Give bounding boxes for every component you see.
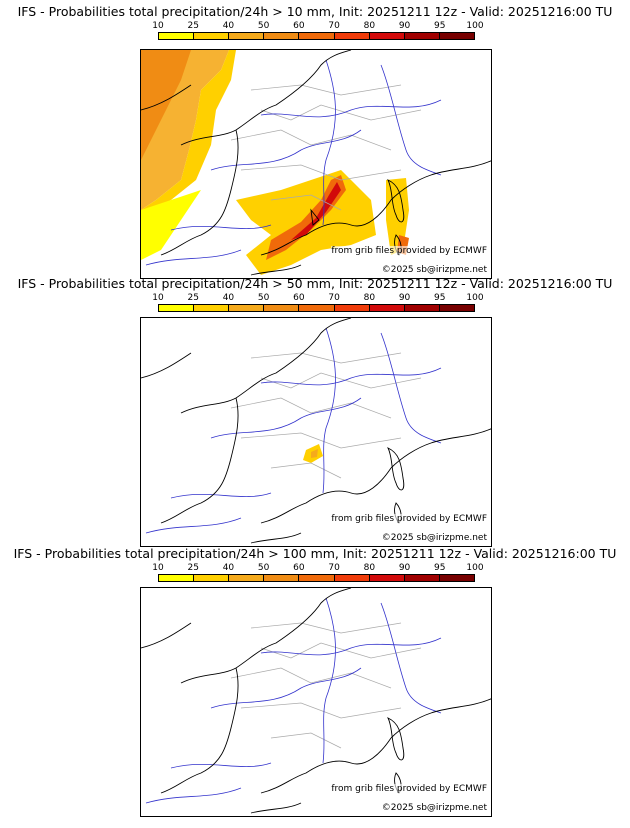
panel-50mm: IFS - Probabilities total precipitation/… <box>0 276 630 547</box>
colorbar-segment <box>404 305 440 311</box>
colorbar-tick-label: 40 <box>222 293 235 303</box>
rivers <box>145 597 442 804</box>
map-100mm: from grib files provided by ECMWF ©2025 … <box>140 587 492 817</box>
colorbar-tick-label: 50 <box>257 21 270 31</box>
precip-area-med-peak <box>291 182 341 240</box>
colorbar-tick-label: 25 <box>187 293 199 303</box>
colorbar-segment <box>264 33 300 39</box>
colorbar-tick-label: 10 <box>152 563 164 573</box>
colorbar-tick-label: 90 <box>398 563 411 573</box>
colorbar-tick-label: 10 <box>152 293 164 303</box>
precip-area-atlantic-core <box>141 50 191 160</box>
colorbar-segment <box>159 575 195 581</box>
colorbar-tick-label: 100 <box>466 21 484 31</box>
colorbar-tick-label: 25 <box>187 21 199 31</box>
precip-field <box>141 50 409 275</box>
colorbar-tick-label: 60 <box>293 563 305 573</box>
colorbar-tick-label: 90 <box>398 21 411 31</box>
colorbar-segment <box>299 575 335 581</box>
colorbar-segment <box>229 575 265 581</box>
colorbar-segment <box>159 33 195 39</box>
colorbar-segment <box>194 305 230 311</box>
precip-field <box>303 444 323 463</box>
colorbar-tick-label: 25 <box>187 563 199 573</box>
borders <box>230 352 422 479</box>
colorbar-segment <box>439 33 474 39</box>
map-50mm: from grib files provided by ECMWF ©2025 … <box>140 317 492 547</box>
colorbar-segment <box>264 305 300 311</box>
colorbar-segment <box>229 305 265 311</box>
colorbar-segment <box>159 305 195 311</box>
colorbar-tick-label: 80 <box>363 293 376 303</box>
panel-10mm: IFS - Probabilities total precipitation/… <box>0 4 630 279</box>
precip-area-cevennes-core <box>311 449 318 458</box>
colorbar-tick-label: 95 <box>434 293 446 303</box>
panel-title: IFS - Probabilities total precipitation/… <box>13 546 617 561</box>
colorbar-segment <box>334 575 370 581</box>
colorbar-segment <box>194 33 230 39</box>
colorbar-tick-label: 40 <box>222 21 235 31</box>
borders <box>230 622 422 749</box>
colorbar-segment <box>334 305 370 311</box>
map-canvas <box>141 588 491 814</box>
colorbar-tick-label: 70 <box>328 563 340 573</box>
map-10mm: from grib files provided by ECMWF ©2025 … <box>140 49 492 279</box>
source-credit: from grib files provided by ECMWF <box>331 246 487 256</box>
map-canvas <box>141 318 491 544</box>
source-credit: from grib files provided by ECMWF <box>331 514 487 524</box>
colorbar <box>158 32 475 40</box>
copyright-credit: ©2025 sb@irizpme.net <box>381 803 487 813</box>
colorbar-tick-label: 90 <box>398 293 411 303</box>
source-credit: from grib files provided by ECMWF <box>331 784 487 794</box>
colorbar-tick-label: 80 <box>363 21 376 31</box>
panel-100mm: IFS - Probabilities total precipitation/… <box>0 546 630 817</box>
colorbar-tick-label: 40 <box>222 563 235 573</box>
panel-title: IFS - Probabilities total precipitation/… <box>17 276 613 291</box>
colorbar-segment <box>264 575 300 581</box>
colorbar-tick-label: 95 <box>434 563 446 573</box>
colorbar-tick-label: 80 <box>363 563 376 573</box>
colorbar-tick-label: 100 <box>466 293 484 303</box>
colorbar-tick-label: 50 <box>257 563 270 573</box>
colorbar-segment <box>439 305 474 311</box>
colorbar-labels: 10 25 40 50 60 70 80 90 95 100 <box>0 563 630 573</box>
colorbar-segment <box>369 33 405 39</box>
colorbar <box>158 304 475 312</box>
colorbar-segment <box>194 575 230 581</box>
map-canvas <box>141 50 491 276</box>
colorbar-segment <box>404 575 440 581</box>
colorbar-segment <box>439 575 474 581</box>
colorbar-tick-label: 100 <box>466 563 484 573</box>
colorbar-segment <box>299 305 335 311</box>
colorbar-segment <box>299 33 335 39</box>
colorbar-segment <box>369 575 405 581</box>
colorbar <box>158 574 475 582</box>
colorbar-segment <box>229 33 265 39</box>
coastline <box>141 318 491 544</box>
colorbar-labels: 10 25 40 50 60 70 80 90 95 100 <box>0 21 630 31</box>
precip-area-med-core <box>266 175 346 260</box>
colorbar-tick-label: 60 <box>293 293 305 303</box>
rivers <box>145 327 442 534</box>
borders <box>230 84 422 211</box>
colorbar-segment <box>404 33 440 39</box>
precip-area-bay <box>141 190 201 260</box>
colorbar-tick-label: 50 <box>257 293 270 303</box>
colorbar-labels: 10 25 40 50 60 70 80 90 95 100 <box>0 293 630 303</box>
colorbar-segment <box>369 305 405 311</box>
colorbar-segment <box>334 33 370 39</box>
panel-title: IFS - Probabilities total precipitation/… <box>17 4 613 19</box>
colorbar-tick-label: 70 <box>328 21 340 31</box>
colorbar-tick-label: 95 <box>434 21 446 31</box>
precip-area-atlantic-edge <box>141 50 236 215</box>
copyright-credit: ©2025 sb@irizpme.net <box>381 533 487 543</box>
colorbar-tick-label: 10 <box>152 21 164 31</box>
colorbar-tick-label: 70 <box>328 293 340 303</box>
copyright-credit: ©2025 sb@irizpme.net <box>381 265 487 275</box>
colorbar-tick-label: 60 <box>293 21 305 31</box>
coastline <box>141 50 491 276</box>
coastline <box>141 588 491 814</box>
